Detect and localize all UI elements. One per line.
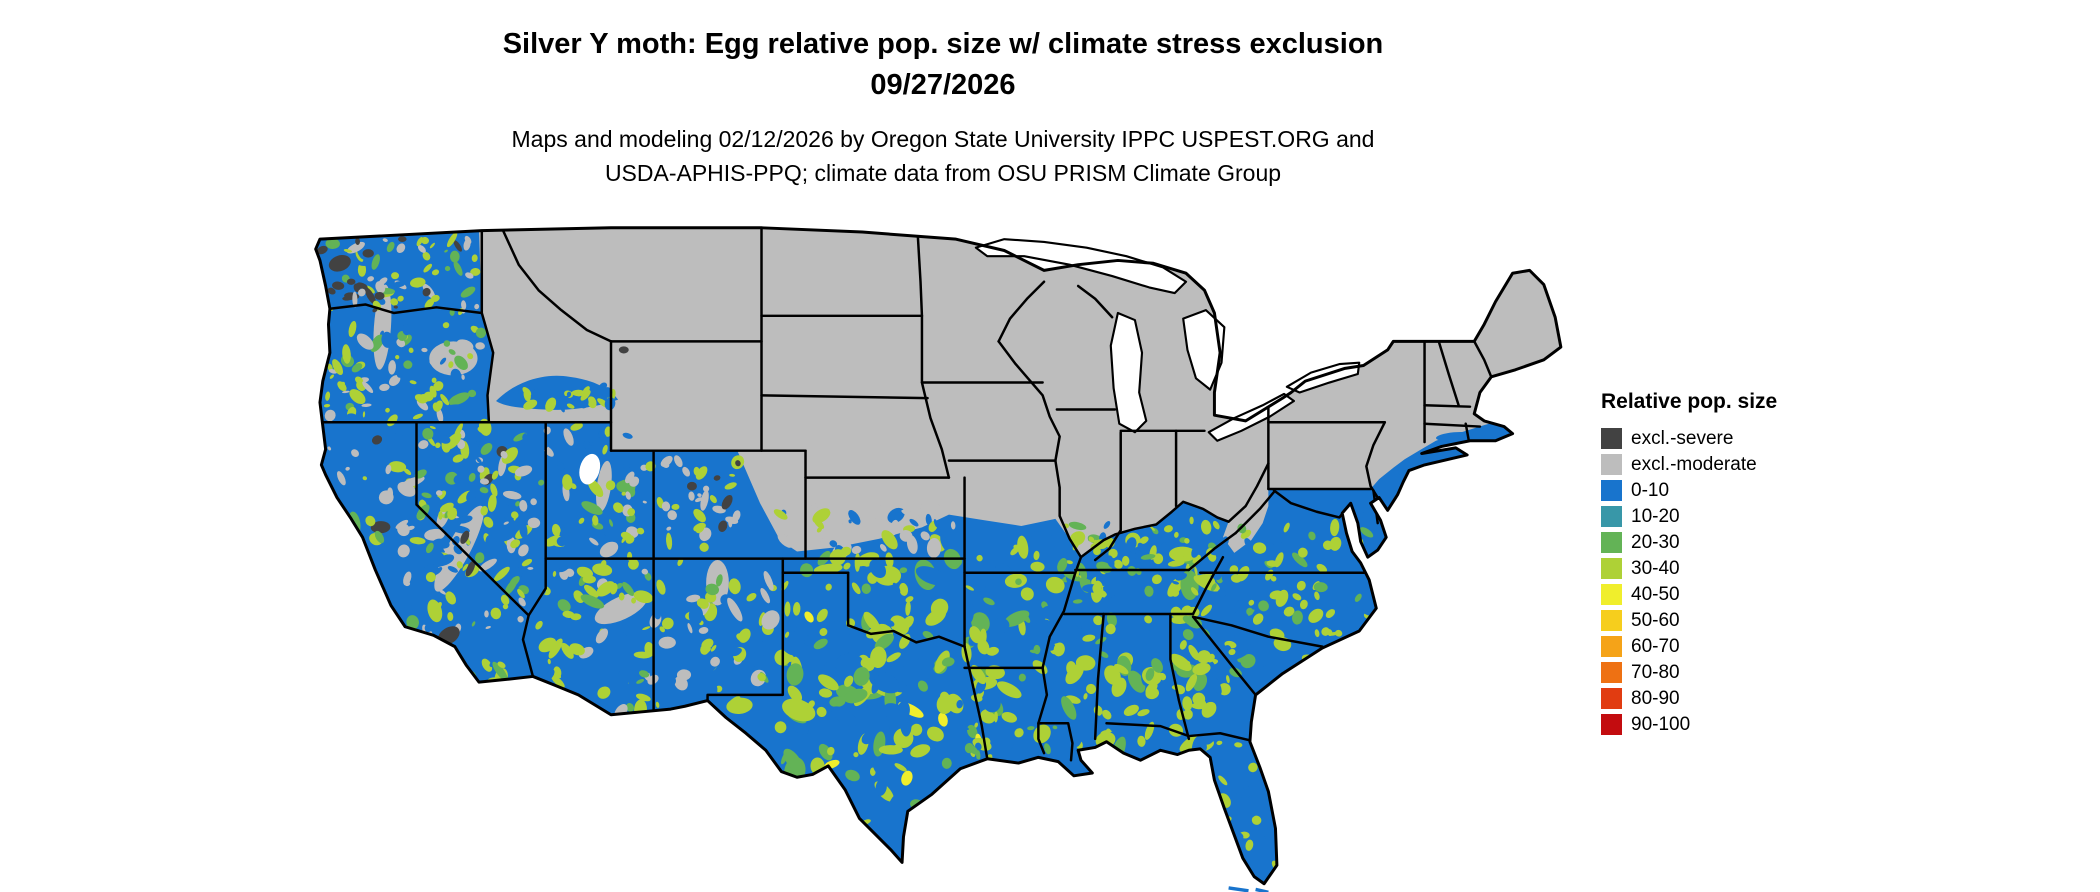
legend-label: 80-90 <box>1631 687 1680 709</box>
legend-swatch <box>1601 453 1622 475</box>
legend-swatch <box>1601 661 1622 683</box>
legend-swatch <box>1601 479 1622 501</box>
legend-item: 60-70 <box>1601 633 1777 659</box>
legend-label: 70-80 <box>1631 661 1680 683</box>
legend-title: Relative pop. size <box>1601 390 1778 413</box>
map-header: Silver Y moth: Egg relative pop. size w/… <box>0 24 1886 106</box>
legend-label: 60-70 <box>1631 635 1680 657</box>
legend-swatch <box>1601 687 1622 709</box>
legend-swatch <box>1601 505 1622 527</box>
us-map-figure <box>266 182 1629 892</box>
legend-item: 40-50 <box>1601 581 1777 607</box>
map-fill-layer <box>315 227 1561 884</box>
legend-item: 50-60 <box>1601 607 1777 633</box>
attribution-line-2: USDA-APHIS-PPQ; climate data from OSU PR… <box>604 160 1282 186</box>
legend-label: 30-40 <box>1631 557 1680 579</box>
legend-item: 90-100 <box>1601 711 1777 737</box>
legend-swatch <box>1601 557 1622 579</box>
map-title: Silver Y moth: Egg relative pop. size w/… <box>502 28 1384 60</box>
legend-swatch <box>1601 531 1622 553</box>
legend-item: 10-20 <box>1601 503 1777 529</box>
us-outline <box>314 226 1563 886</box>
legend-items: excl.-severe excl.-moderate 0-10 10-20 20-30… <box>1601 425 1777 737</box>
legend-swatch <box>1601 427 1622 449</box>
legend-label: 10-20 <box>1631 505 1680 527</box>
legend-item: excl.-moderate <box>1601 451 1777 477</box>
map-raster-texture-layer <box>316 232 1380 884</box>
us-map-svg <box>314 226 1563 892</box>
legend-swatch <box>1601 583 1622 605</box>
legend-label: 20-30 <box>1631 531 1680 553</box>
legend-item: 20-30 <box>1601 529 1777 555</box>
legend-swatch <box>1601 609 1622 631</box>
legend-swatch <box>1601 713 1622 735</box>
legend-label: excl.-moderate <box>1631 453 1757 475</box>
legend-label: excl.-severe <box>1631 427 1734 449</box>
legend-swatch <box>1601 635 1622 657</box>
legend-label: 90-100 <box>1631 713 1691 735</box>
legend-item: excl.-severe <box>1601 425 1777 451</box>
state-borders-layer <box>320 227 1493 762</box>
legend-item: 30-40 <box>1601 555 1777 581</box>
legend-label: 50-60 <box>1631 609 1680 631</box>
map-date: 09/27/2026 <box>870 69 1016 101</box>
legend-item: 70-80 <box>1601 659 1777 685</box>
legend-label: 0-10 <box>1631 479 1670 501</box>
legend-item: 0-10 <box>1601 477 1777 503</box>
legend: Relative pop. size excl.-severe excl.-mod… <box>1601 390 1777 737</box>
legend-label: 40-50 <box>1631 583 1680 605</box>
map-attribution: Maps and modeling 02/12/2026 by Oregon S… <box>0 122 1886 190</box>
attribution-line-1: Maps and modeling 02/12/2026 by Oregon S… <box>511 126 1375 152</box>
legend-item: 80-90 <box>1601 685 1777 711</box>
